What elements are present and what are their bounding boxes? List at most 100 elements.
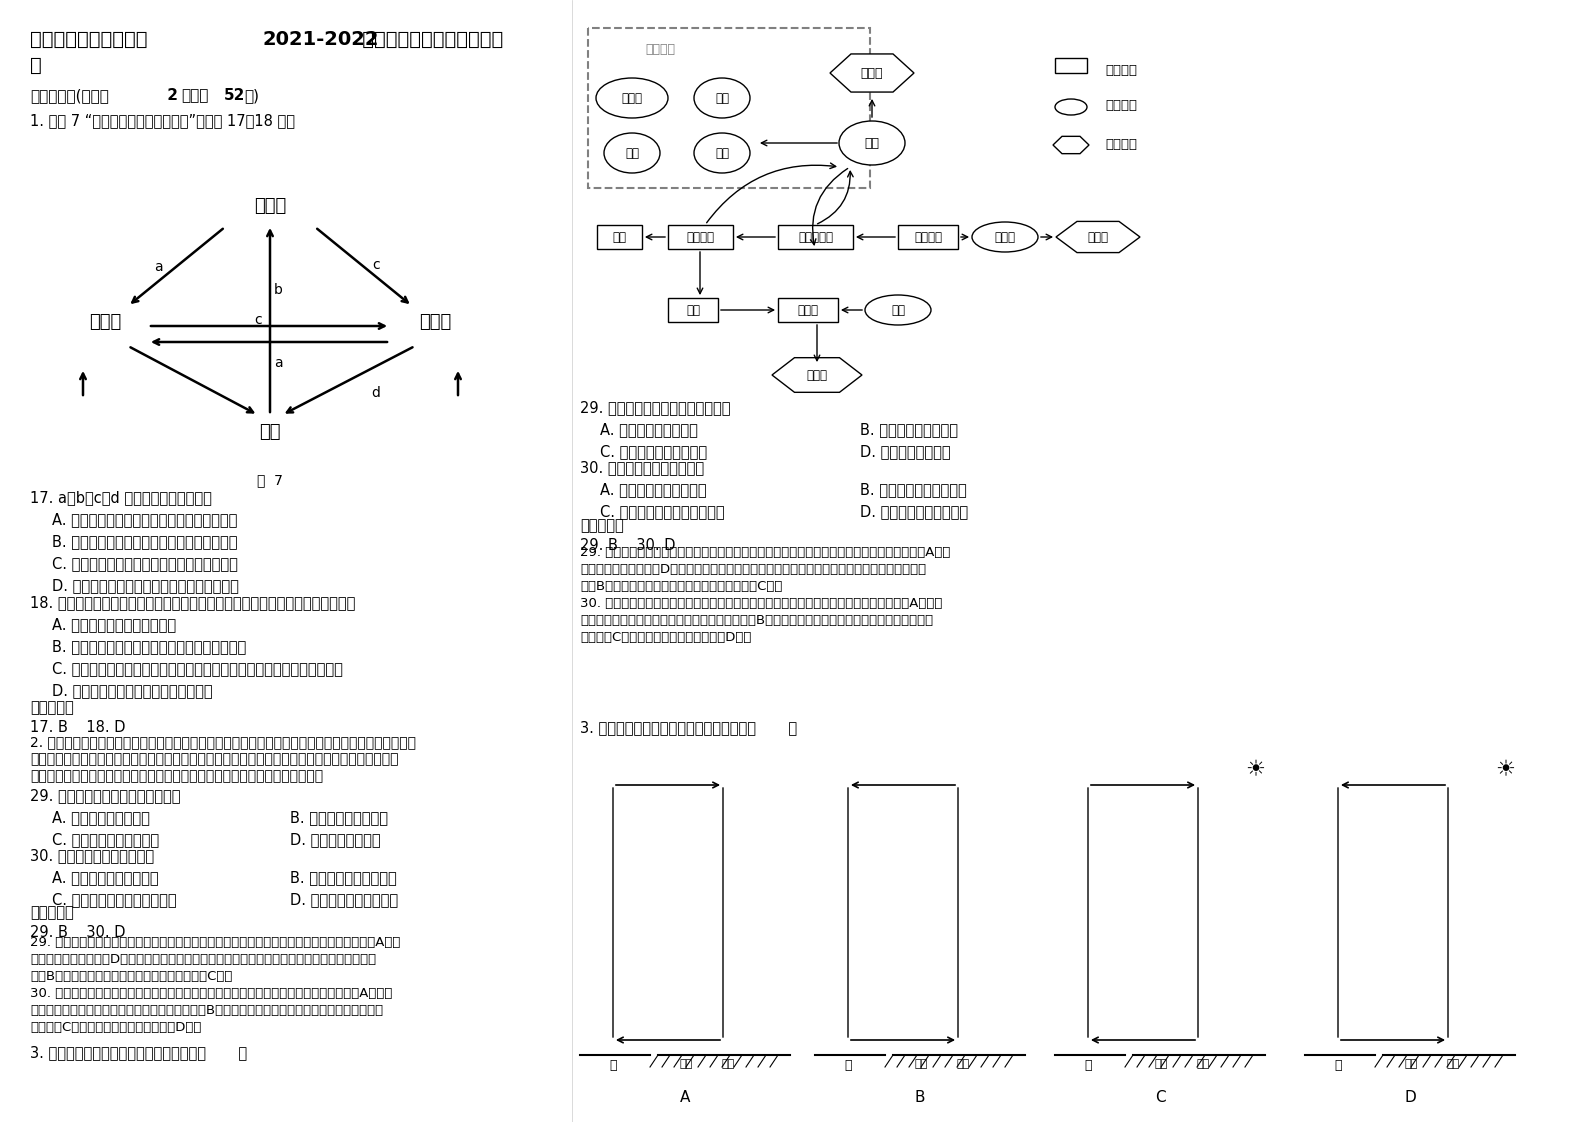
Text: 标准砖: 标准砖 <box>806 368 827 381</box>
FancyBboxPatch shape <box>898 226 959 249</box>
Text: 参考答案：: 参考答案： <box>579 518 624 533</box>
Text: 29. B    30. D: 29. B 30. D <box>579 539 676 553</box>
Text: c: c <box>373 258 379 272</box>
Text: B. 实现了污染物的零排放: B. 实现了污染物的零排放 <box>860 482 966 497</box>
Text: a: a <box>273 356 282 370</box>
Polygon shape <box>1054 137 1089 154</box>
Text: 30. 王家岭煤基循环经济园区: 30. 王家岭煤基循环经济园区 <box>30 848 154 863</box>
Polygon shape <box>771 358 862 393</box>
Text: C. 建材厂原材料短缺问题: C. 建材厂原材料短缺问题 <box>52 833 159 847</box>
Text: 30. 根据图信息，王家岭煤基循环经济园区，电厂不仅为园区提供能源，也向外输送电力，A错。减: 30. 根据图信息，王家岭煤基循环经济园区，电厂不仅为园区提供能源，也向外输送电… <box>579 597 943 610</box>
Text: D. 实现了资源的综合利用: D. 实现了资源的综合利用 <box>290 892 398 907</box>
Text: A. 电厂仅为园区提供能源: A. 电厂仅为园区提供能源 <box>600 482 706 497</box>
Text: 海: 海 <box>609 1059 617 1072</box>
Text: 3. 下面表示热力环流的示意图，正确的是（       ）: 3. 下面表示热力环流的示意图，正确的是（ ） <box>579 720 797 735</box>
Text: 29. 低热值煤是在原煤洗选过程中产生的大量煤矸石、煤泥和洗中煤等废弃产物，不是商品煤，A错。: 29. 低热值煤是在原煤洗选过程中产生的大量煤矸石、煤泥和洗中煤等废弃产物，不是… <box>579 546 951 559</box>
Text: 输出产品: 输出产品 <box>1105 138 1136 151</box>
Text: B. 实现了污染物的零排放: B. 实现了污染物的零排放 <box>290 870 397 885</box>
Text: C. 主要的输出产品是氧化铝矿: C. 主要的输出产品是氧化铝矿 <box>52 892 176 907</box>
Text: D: D <box>1404 1089 1416 1105</box>
Text: D. 电厂燃料短缺问题: D. 电厂燃料短缺问题 <box>290 833 381 847</box>
Text: D. 通过大量的输送热能来改变大气运动: D. 通过大量的输送热能来改变大气运动 <box>52 683 213 698</box>
Ellipse shape <box>694 134 751 173</box>
Ellipse shape <box>971 222 1038 252</box>
Text: 化，B对。建材厂原材料是煤炭或燃烧后的废渣，C错。: 化，B对。建材厂原材料是煤炭或燃烧后的废渣，C错。 <box>30 971 232 983</box>
Ellipse shape <box>1055 99 1087 114</box>
Text: 29. B    30. D: 29. B 30. D <box>30 925 125 940</box>
Text: 滑坡、自燃等不安全隐患，也会对大气、水体、土壤等自然环境造成污染。低热值煤发电技术是王家: 滑坡、自燃等不安全隐患，也会对大气、水体、土壤等自然环境造成污染。低热值煤发电技… <box>30 752 398 766</box>
Ellipse shape <box>694 79 751 118</box>
Text: 海: 海 <box>844 1059 852 1072</box>
Text: 标准砖，C错。实现了资源的综合利用，D对。: 标准砖，C错。实现了资源的综合利用，D对。 <box>579 631 751 644</box>
Text: 原煤: 原煤 <box>865 137 879 149</box>
FancyBboxPatch shape <box>778 226 852 249</box>
Text: 海: 海 <box>1084 1059 1092 1072</box>
Text: A. 商品煤大量库存问题: A. 商品煤大量库存问题 <box>52 810 149 825</box>
Text: A: A <box>679 1089 690 1105</box>
Text: 低热值煤: 低热值煤 <box>644 43 674 56</box>
Text: 分): 分) <box>244 88 259 103</box>
Text: 建材厂: 建材厂 <box>798 303 819 316</box>
Text: 海: 海 <box>1335 1059 1341 1072</box>
Text: C. 主要的输出产品是氧化铝矿: C. 主要的输出产品是氧化铝矿 <box>600 504 725 519</box>
Text: 1. 读图 7 “岩石圈的物质循环示意图”，回答 17～18 题。: 1. 读图 7 “岩石圈的物质循环示意图”，回答 17～18 题。 <box>30 113 295 128</box>
Text: B: B <box>914 1089 925 1105</box>
Text: B. 外力作用、岩浆冷却、变质作用、重熔再生: B. 外力作用、岩浆冷却、变质作用、重熔再生 <box>52 534 238 549</box>
Text: 市区: 市区 <box>1197 1059 1209 1069</box>
Text: 2. 低热值煤是在原煤洗选过程中产生的大量煤矸石、煤泥和洗中煤等废弃产物。如果就地堆存不仅存在: 2. 低热值煤是在原煤洗选过程中产生的大量煤矸石、煤泥和洗中煤等废弃产物。如果就… <box>30 735 416 749</box>
Text: 市区: 市区 <box>957 1059 970 1069</box>
Text: 商品铝: 商品铝 <box>1087 230 1108 243</box>
Text: 郊区: 郊区 <box>1154 1059 1168 1069</box>
Text: 学年高一地理月考试题含解: 学年高一地理月考试题含解 <box>355 30 503 49</box>
Text: 岩浆岩: 岩浆岩 <box>254 197 286 215</box>
Text: 电力: 电力 <box>613 230 627 243</box>
Text: 29. 低热值煤发电技术的应用解决了: 29. 低热值煤发电技术的应用解决了 <box>579 401 730 415</box>
Text: 化，B对。建材厂原材料是煤炭或燃烧后的废渣，C错。: 化，B对。建材厂原材料是煤炭或燃烧后的废渣，C错。 <box>579 580 782 594</box>
Text: 参考答案：: 参考答案： <box>30 700 73 715</box>
Text: 图  7: 图 7 <box>257 473 282 487</box>
Text: 17. a、b、c、d 代表的地质作用分别是: 17. a、b、c、d 代表的地质作用分别是 <box>30 490 213 505</box>
Text: 煤泥: 煤泥 <box>716 92 728 104</box>
Text: 中煤: 中煤 <box>625 147 640 159</box>
Polygon shape <box>1055 221 1139 252</box>
Text: 商品煤才是电厂燃料，D错。低热值煤发电技术的应用解决了固体废弃物处理问题，将废弃物资源: 商品煤才是电厂燃料，D错。低热值煤发电技术的应用解决了固体废弃物处理问题，将废弃… <box>30 953 376 966</box>
FancyBboxPatch shape <box>1055 58 1087 73</box>
Text: A. 岩浆冷却、外力作用、变质作用、重熔再生: A. 岩浆冷却、外力作用、变质作用、重熔再生 <box>52 512 238 527</box>
Text: 一、选择题(每小题: 一、选择题(每小题 <box>30 88 110 103</box>
Polygon shape <box>830 54 914 92</box>
Text: 岭循环经济园区循环产业链（如下图所示）最核心的环节。据此完成下列各题。: 岭循环经济园区循环产业链（如下图所示）最核心的环节。据此完成下列各题。 <box>30 769 324 783</box>
Text: 29. 低热值煤发电技术的应用解决了: 29. 低热值煤发电技术的应用解决了 <box>30 788 181 803</box>
Text: 氧化铝: 氧化铝 <box>995 230 1016 243</box>
Ellipse shape <box>605 134 660 173</box>
Text: D. 电厂燃料短缺问题: D. 电厂燃料短缺问题 <box>860 444 951 459</box>
Text: 煤矸石: 煤矸石 <box>622 92 643 104</box>
Text: A. 电厂仅为园区提供能源: A. 电厂仅为园区提供能源 <box>52 870 159 885</box>
Text: 30. 根据图信息，王家岭煤基循环经济园区，电厂不仅为园区提供能源，也向外输送电力，A错。减: 30. 根据图信息，王家岭煤基循环经济园区，电厂不仅为园区提供能源，也向外输送电… <box>30 987 392 1000</box>
Text: ☀: ☀ <box>1495 760 1516 780</box>
Text: D. 变质作用、岩浆冷却、外力作用、重熔再生: D. 变质作用、岩浆冷却、外力作用、重熔再生 <box>52 578 240 594</box>
Text: 29. 低热值煤是在原煤洗选过程中产生的大量煤矸石、煤泥和洗中煤等废弃产物，不是商品煤，A错。: 29. 低热值煤是在原煤洗选过程中产生的大量煤矸石、煤泥和洗中煤等废弃产物，不是… <box>30 936 400 949</box>
Text: 王家岭煤矿: 王家岭煤矿 <box>798 230 833 243</box>
Text: C. 建材厂原材料短缺问题: C. 建材厂原材料短缺问题 <box>600 444 708 459</box>
FancyBboxPatch shape <box>668 226 733 249</box>
Text: 四川省德阳市八角中学: 四川省德阳市八角中学 <box>30 30 154 49</box>
Text: 郊区: 郊区 <box>914 1059 928 1069</box>
Text: d: d <box>371 386 381 401</box>
Text: 商品煤才是电厂燃料，D错。低热值煤发电技术的应用解决了固体废弃物处理问题，将废弃物资源: 商品煤才是电厂燃料，D错。低热值煤发电技术的应用解决了固体废弃物处理问题，将废弃… <box>579 563 927 576</box>
Ellipse shape <box>840 121 905 165</box>
Text: 18. 岩石圈的物质循环是自然界重要的物质循环，这个循环过程不能导致的结果是: 18. 岩石圈的物质循环是自然界重要的物质循环，这个循环过程不能导致的结果是 <box>30 595 355 610</box>
Text: 中间产品: 中间产品 <box>1105 99 1136 112</box>
Text: 郊区: 郊区 <box>1404 1059 1417 1069</box>
Text: b: b <box>273 283 282 297</box>
Text: A. 形成地球上丰富的矿产资源: A. 形成地球上丰富的矿产资源 <box>52 617 176 632</box>
Text: B. 固体废弃物处理问题: B. 固体废弃物处理问题 <box>290 810 387 825</box>
Text: 2: 2 <box>162 88 183 103</box>
Text: 少了污染物的排放，实现了废弃物的资源化利用，B错。主要的输出产品有电力、商品煤、商品铝、: 少了污染物的排放，实现了废弃物的资源化利用，B错。主要的输出产品有电力、商品煤、… <box>30 1004 382 1017</box>
Text: 红泥: 红泥 <box>890 303 905 316</box>
Text: D. 实现了资源的综合利用: D. 实现了资源的综合利用 <box>860 504 968 519</box>
Ellipse shape <box>865 295 932 325</box>
Text: 17. B    18. D: 17. B 18. D <box>30 720 125 735</box>
Ellipse shape <box>597 79 668 118</box>
Text: 保德电厂: 保德电厂 <box>687 230 714 243</box>
Text: 市区: 市区 <box>722 1059 735 1069</box>
